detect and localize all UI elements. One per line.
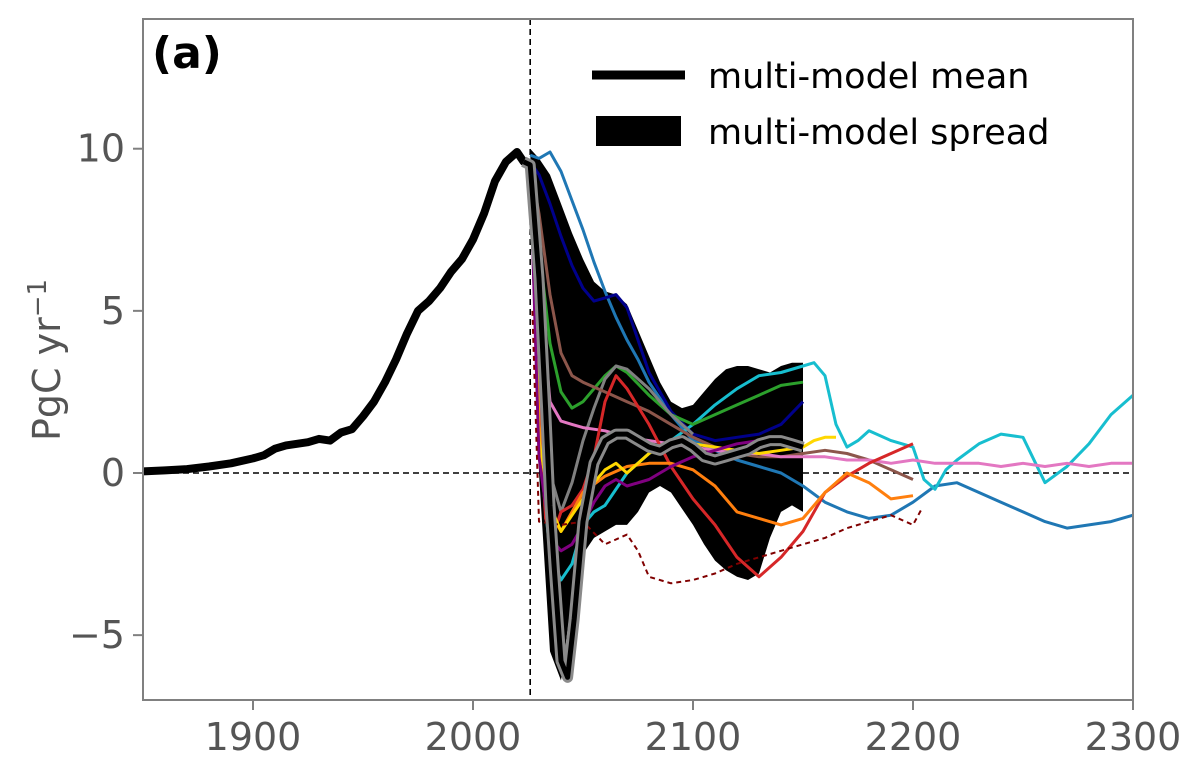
plot-area — [143, 19, 1133, 700]
x-tick-label: 2200 — [865, 715, 962, 759]
y-axis-label-exponent: −1 — [23, 279, 53, 317]
y-tick-label: 5 — [101, 289, 125, 333]
y-tick-label: −5 — [69, 613, 125, 657]
legend-mean-label: multi-model mean — [708, 57, 1029, 97]
historical-line — [143, 148, 528, 476]
x-tick-label: 2000 — [425, 715, 522, 759]
model-series-line-7 — [528, 164, 1133, 468]
x-tick-label: 2100 — [645, 715, 742, 759]
legend-spread-label: multi-model spread — [708, 113, 1049, 153]
y-axis: −5 0 5 10 — [69, 127, 143, 657]
y-tick-label: 10 — [77, 127, 125, 171]
plot-frame — [142, 18, 1134, 701]
x-axis: 1900 2000 2100 2200 2300 — [205, 700, 1182, 759]
model-series-line-4 — [528, 164, 804, 426]
model-series-line-2 — [528, 160, 805, 443]
model-series-line-12 — [531, 310, 923, 585]
model-series-line-6 — [528, 164, 914, 481]
multi-model-mean-line — [522, 159, 804, 680]
y-axis-label-main: PgC yr — [25, 317, 69, 441]
model-series-line-3 — [528, 164, 1133, 582]
legend-spread-swatch — [596, 116, 681, 146]
multi-model-spread-layer — [530, 148, 803, 681]
y-axis-label: PgC yr−1 — [23, 279, 69, 441]
x-tick-label: 1900 — [205, 715, 302, 759]
x-tick-label: 2300 — [1085, 715, 1182, 759]
multi-model-mean-layer — [143, 148, 805, 683]
legend: multi-model mean multi-model spread — [592, 57, 1049, 153]
y-tick-label: 0 — [101, 451, 125, 495]
model-series-line-11 — [528, 164, 804, 553]
model-series-line-1 — [529, 150, 1133, 530]
multi-model-spread-band — [530, 148, 803, 681]
panel-label: (a) — [152, 28, 222, 79]
